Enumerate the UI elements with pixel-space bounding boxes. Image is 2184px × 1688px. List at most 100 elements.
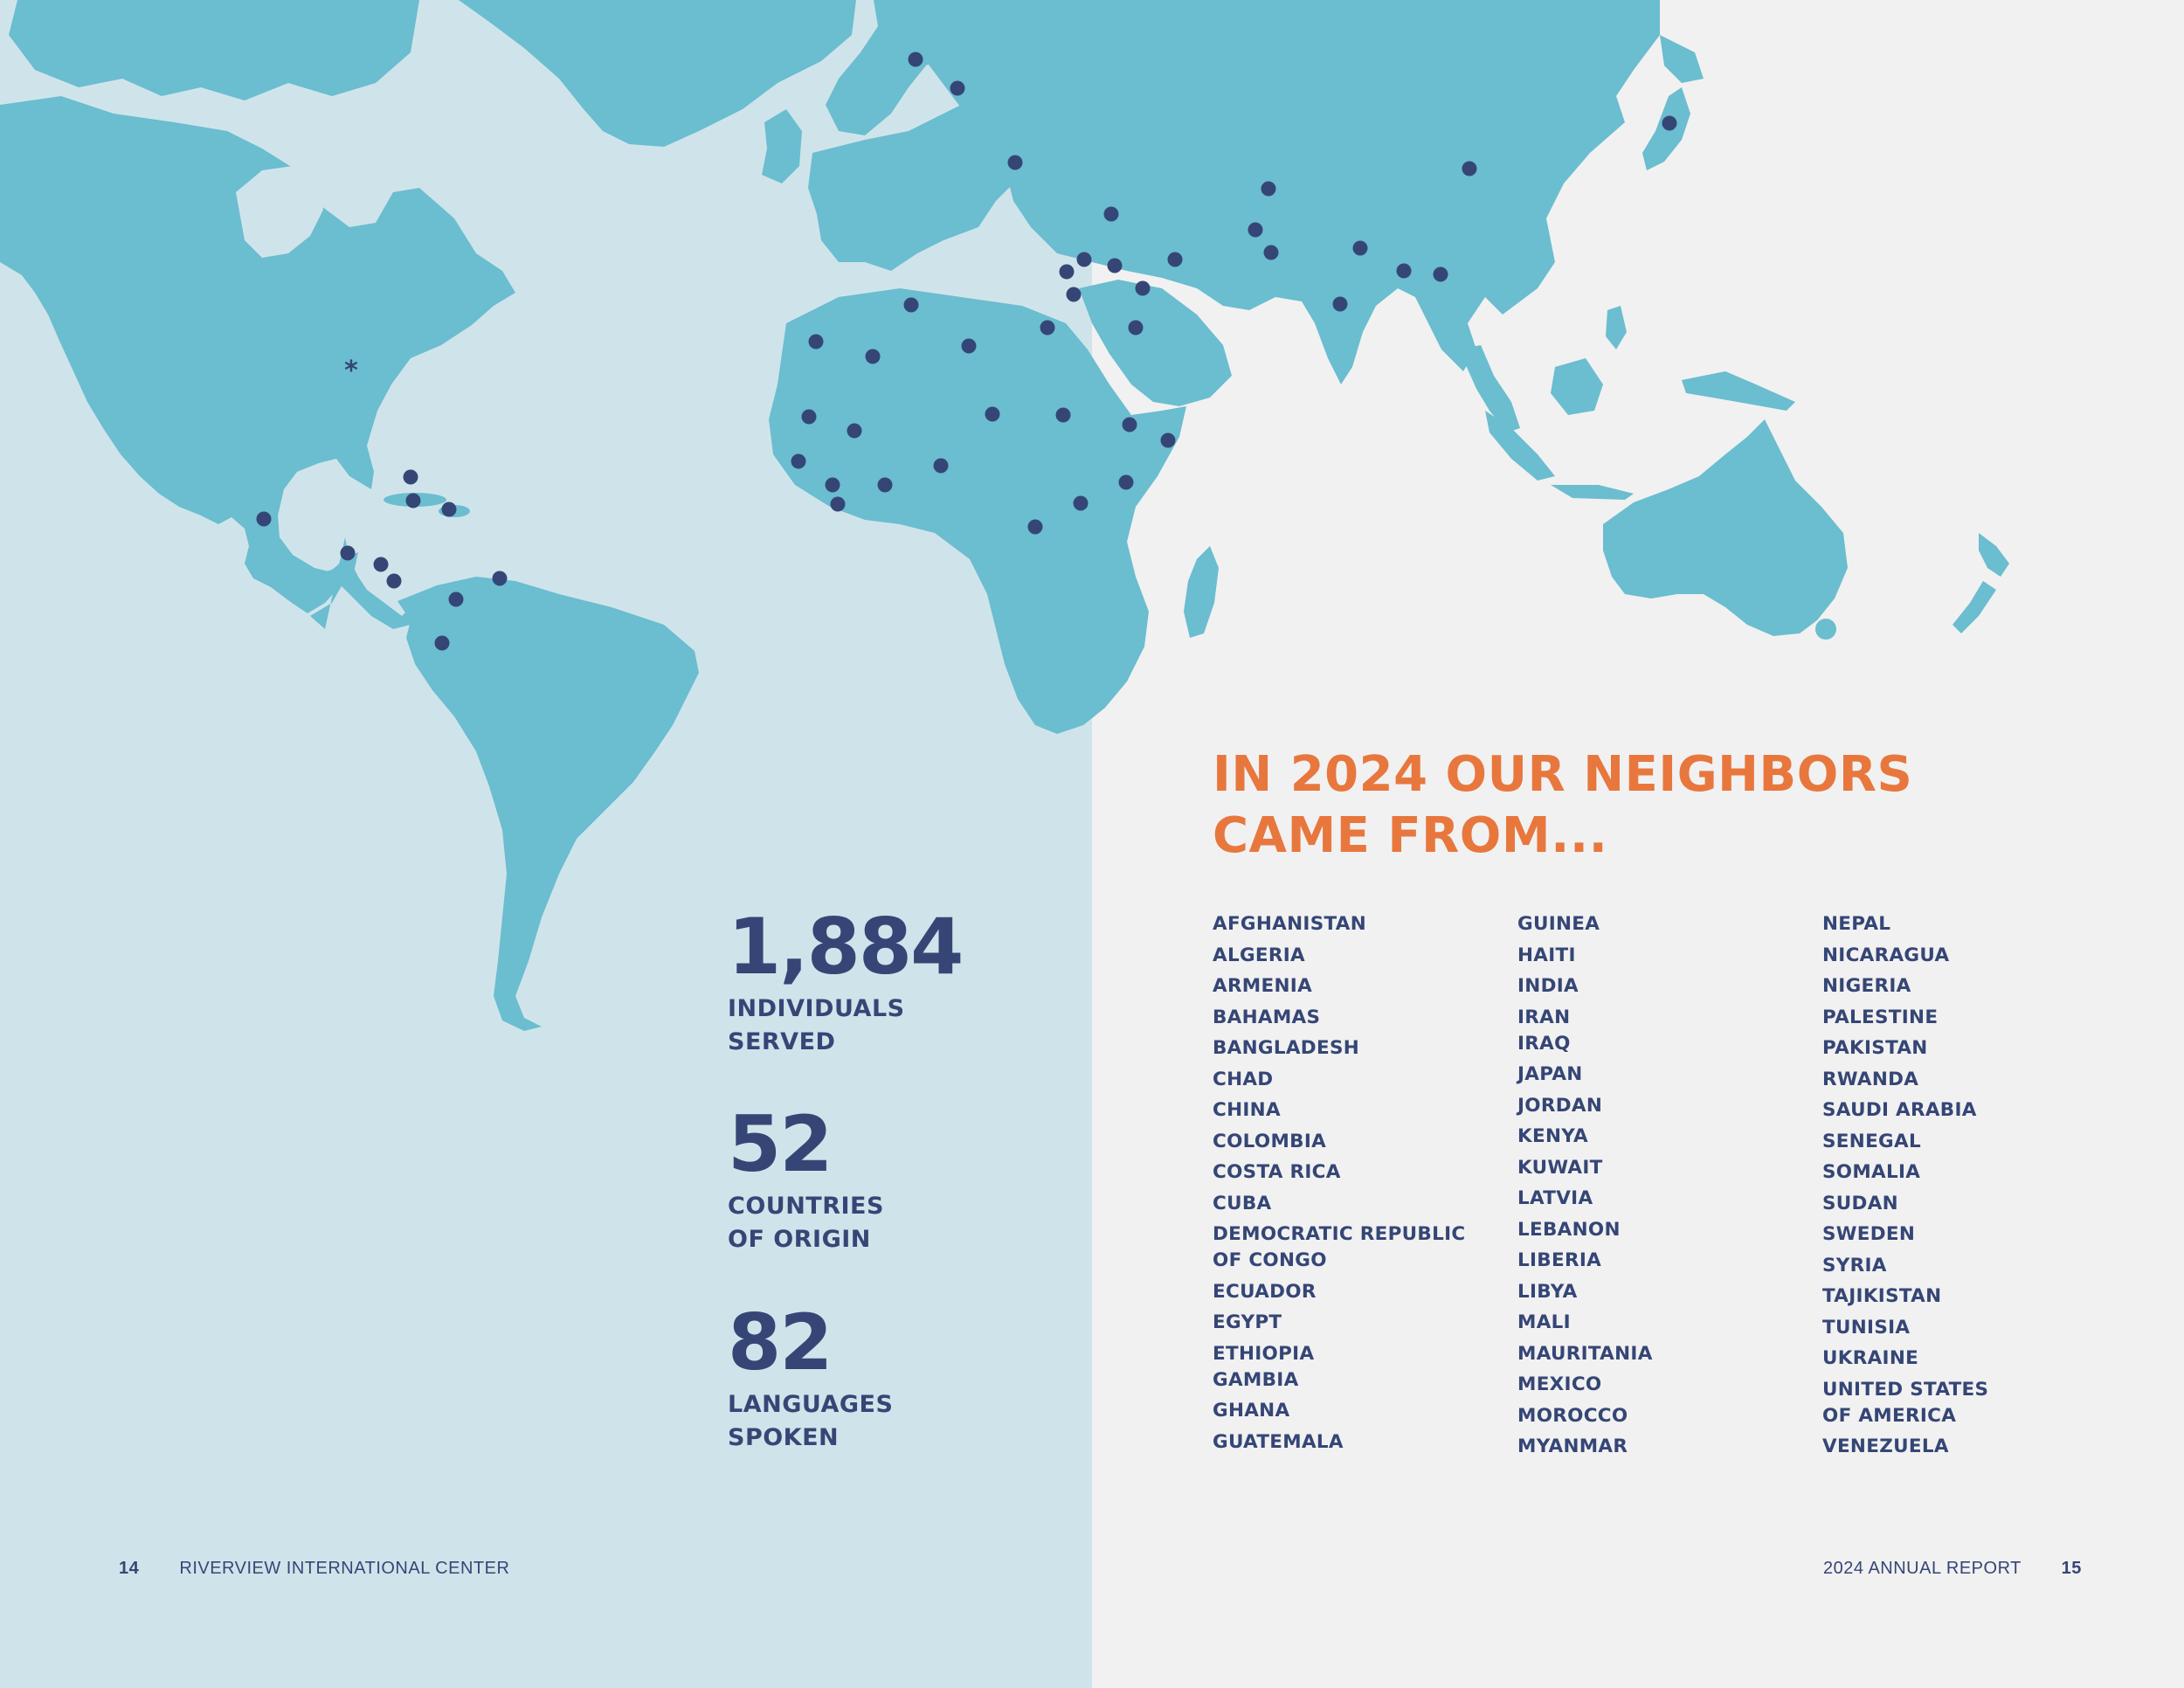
country-item: CHINA [1213, 1099, 1281, 1121]
country-item: MOROCCO [1517, 1404, 1628, 1427]
stat-label-line: INDIVIDUALS [728, 995, 905, 1022]
country-item: OF CONGO [1213, 1249, 1327, 1271]
country-item: EGYPT [1213, 1311, 1282, 1333]
philippines-shape [1606, 306, 1627, 349]
map-dot [1167, 252, 1183, 267]
map-dot [1160, 432, 1176, 448]
country-item: JORDAN [1517, 1094, 1603, 1117]
map-dot [877, 477, 893, 493]
country-item: BANGLADESH [1213, 1037, 1360, 1059]
map-dot [791, 453, 806, 469]
stat-label-line: LANGUAGES [728, 1391, 894, 1418]
map-dot [801, 409, 817, 425]
arctic-islands-shape [9, 0, 419, 100]
country-list-column-3: NEPAL NICARAGUA NIGERIA PALESTINE PAKISTAN RW… [1822, 911, 2111, 1465]
new-guinea-shape [1682, 371, 1795, 411]
iceland-shape [642, 31, 709, 68]
map-dot [1007, 155, 1023, 170]
country-item: GHANA [1213, 1400, 1290, 1422]
map-dot [1059, 264, 1075, 280]
map-dot [256, 511, 272, 527]
country-item: ETHIOPIA [1213, 1342, 1315, 1365]
southeast-asia-shape [1459, 345, 1520, 432]
continents [0, 0, 2009, 1031]
africa-shape [769, 288, 1186, 734]
stat-label: INDIVIDUALS SERVED [728, 993, 962, 1059]
map-dot [441, 502, 457, 517]
map-dot [1462, 161, 1477, 176]
map-dot [847, 423, 862, 439]
country-item: OF AMERICA [1822, 1404, 1957, 1427]
stat-languages: 82 LANGUAGES SPOKEN [728, 1304, 893, 1455]
country-item: HAITI [1517, 944, 1576, 966]
map-dot [1055, 407, 1071, 423]
country-item: LATVIA [1517, 1187, 1593, 1209]
stat-label: COUNTRIES OF ORIGIN [728, 1190, 884, 1256]
far-east-shape [1660, 35, 1704, 83]
country-item: MAURITANIA [1517, 1342, 1653, 1365]
country-list-column-1: AFGHANISTAN ALGERIA ARMENIA BAHAMAS BANGLADE… [1213, 911, 1501, 1460]
world-map: * [0, 0, 2009, 1031]
map-dot [1433, 266, 1448, 282]
map-dot [1662, 115, 1677, 131]
stat-number: 52 [728, 1099, 833, 1189]
footer-left: 14 RIVERVIEW INTERNATIONAL CENTER [119, 1559, 509, 1579]
page-number-left: 14 [119, 1559, 140, 1578]
organization-name: RIVERVIEW INTERNATIONAL CENTER [179, 1559, 510, 1578]
south-america-shape [397, 577, 699, 1031]
new-zealand-south-shape [1952, 581, 1996, 633]
country-item: PAKISTAN [1822, 1037, 1928, 1059]
country-item: BAHAMAS [1213, 1006, 1321, 1028]
report-title: 2024 ANNUAL REPORT [1823, 1559, 2022, 1578]
origin-dots: * [256, 52, 1677, 651]
map-dot [373, 557, 389, 572]
country-item: MALI [1517, 1311, 1571, 1333]
country-item: IRAQ [1517, 1032, 1571, 1055]
country-item: ALGERIA [1213, 944, 1305, 966]
australia-shape [1603, 419, 1848, 636]
map-dot [1066, 287, 1082, 302]
country-item: GUINEA [1517, 913, 1600, 935]
map-dot [985, 406, 1000, 422]
stat-label-line: OF ORIGIN [728, 1226, 871, 1253]
map-dot [1040, 320, 1055, 336]
country-item: LIBERIA [1517, 1249, 1602, 1271]
asia-shape [926, 0, 1660, 384]
map-dot [808, 334, 824, 349]
country-item: SUDAN [1822, 1192, 1898, 1214]
country-item: SYRIA [1822, 1254, 1887, 1276]
map-dot [950, 80, 965, 96]
country-item: VENEZUELA [1822, 1435, 1949, 1457]
country-item: KENYA [1517, 1125, 1588, 1147]
country-item: NEPAL [1822, 913, 1891, 935]
country-item: AFGHANISTAN [1213, 913, 1367, 935]
country-item: NICARAGUA [1822, 944, 1950, 966]
stat-individuals: 1,884 INDIVIDUALS SERVED [728, 909, 964, 1059]
country-item: GAMBIA [1213, 1368, 1299, 1391]
uk-shape [762, 109, 802, 183]
map-dot [1248, 222, 1263, 238]
map-dot [1128, 320, 1144, 336]
map-dot [1107, 258, 1123, 273]
map-dot [1122, 417, 1137, 432]
stat-label-line: SPOKEN [728, 1424, 840, 1451]
map-dot [340, 545, 356, 561]
map-dot [865, 349, 881, 364]
map-dot [1076, 252, 1092, 267]
stat-label-line: COUNTRIES [728, 1193, 884, 1220]
stat-number: 82 [728, 1297, 833, 1387]
country-item: GUATEMALA [1213, 1430, 1344, 1453]
greenland-shape [459, 0, 856, 147]
country-item: UKRAINE [1822, 1347, 1919, 1369]
heading-line: IN 2024 OUR NEIGHBORS [1213, 746, 1913, 803]
tasmania-shape [1815, 619, 1836, 640]
footer-right: 2024 ANNUAL REPORT 15 [1823, 1559, 2082, 1579]
map-dot [1027, 519, 1043, 535]
stat-label: LANGUAGES SPOKEN [728, 1388, 893, 1455]
map-dot [1332, 296, 1348, 312]
borneo-shape [1551, 358, 1603, 415]
country-item: SWEDEN [1822, 1223, 1916, 1245]
country-item: DEMOCRATIC REPUBLIC [1213, 1223, 1466, 1245]
hudson-bay-shape [236, 166, 323, 258]
map-dot [908, 52, 923, 67]
